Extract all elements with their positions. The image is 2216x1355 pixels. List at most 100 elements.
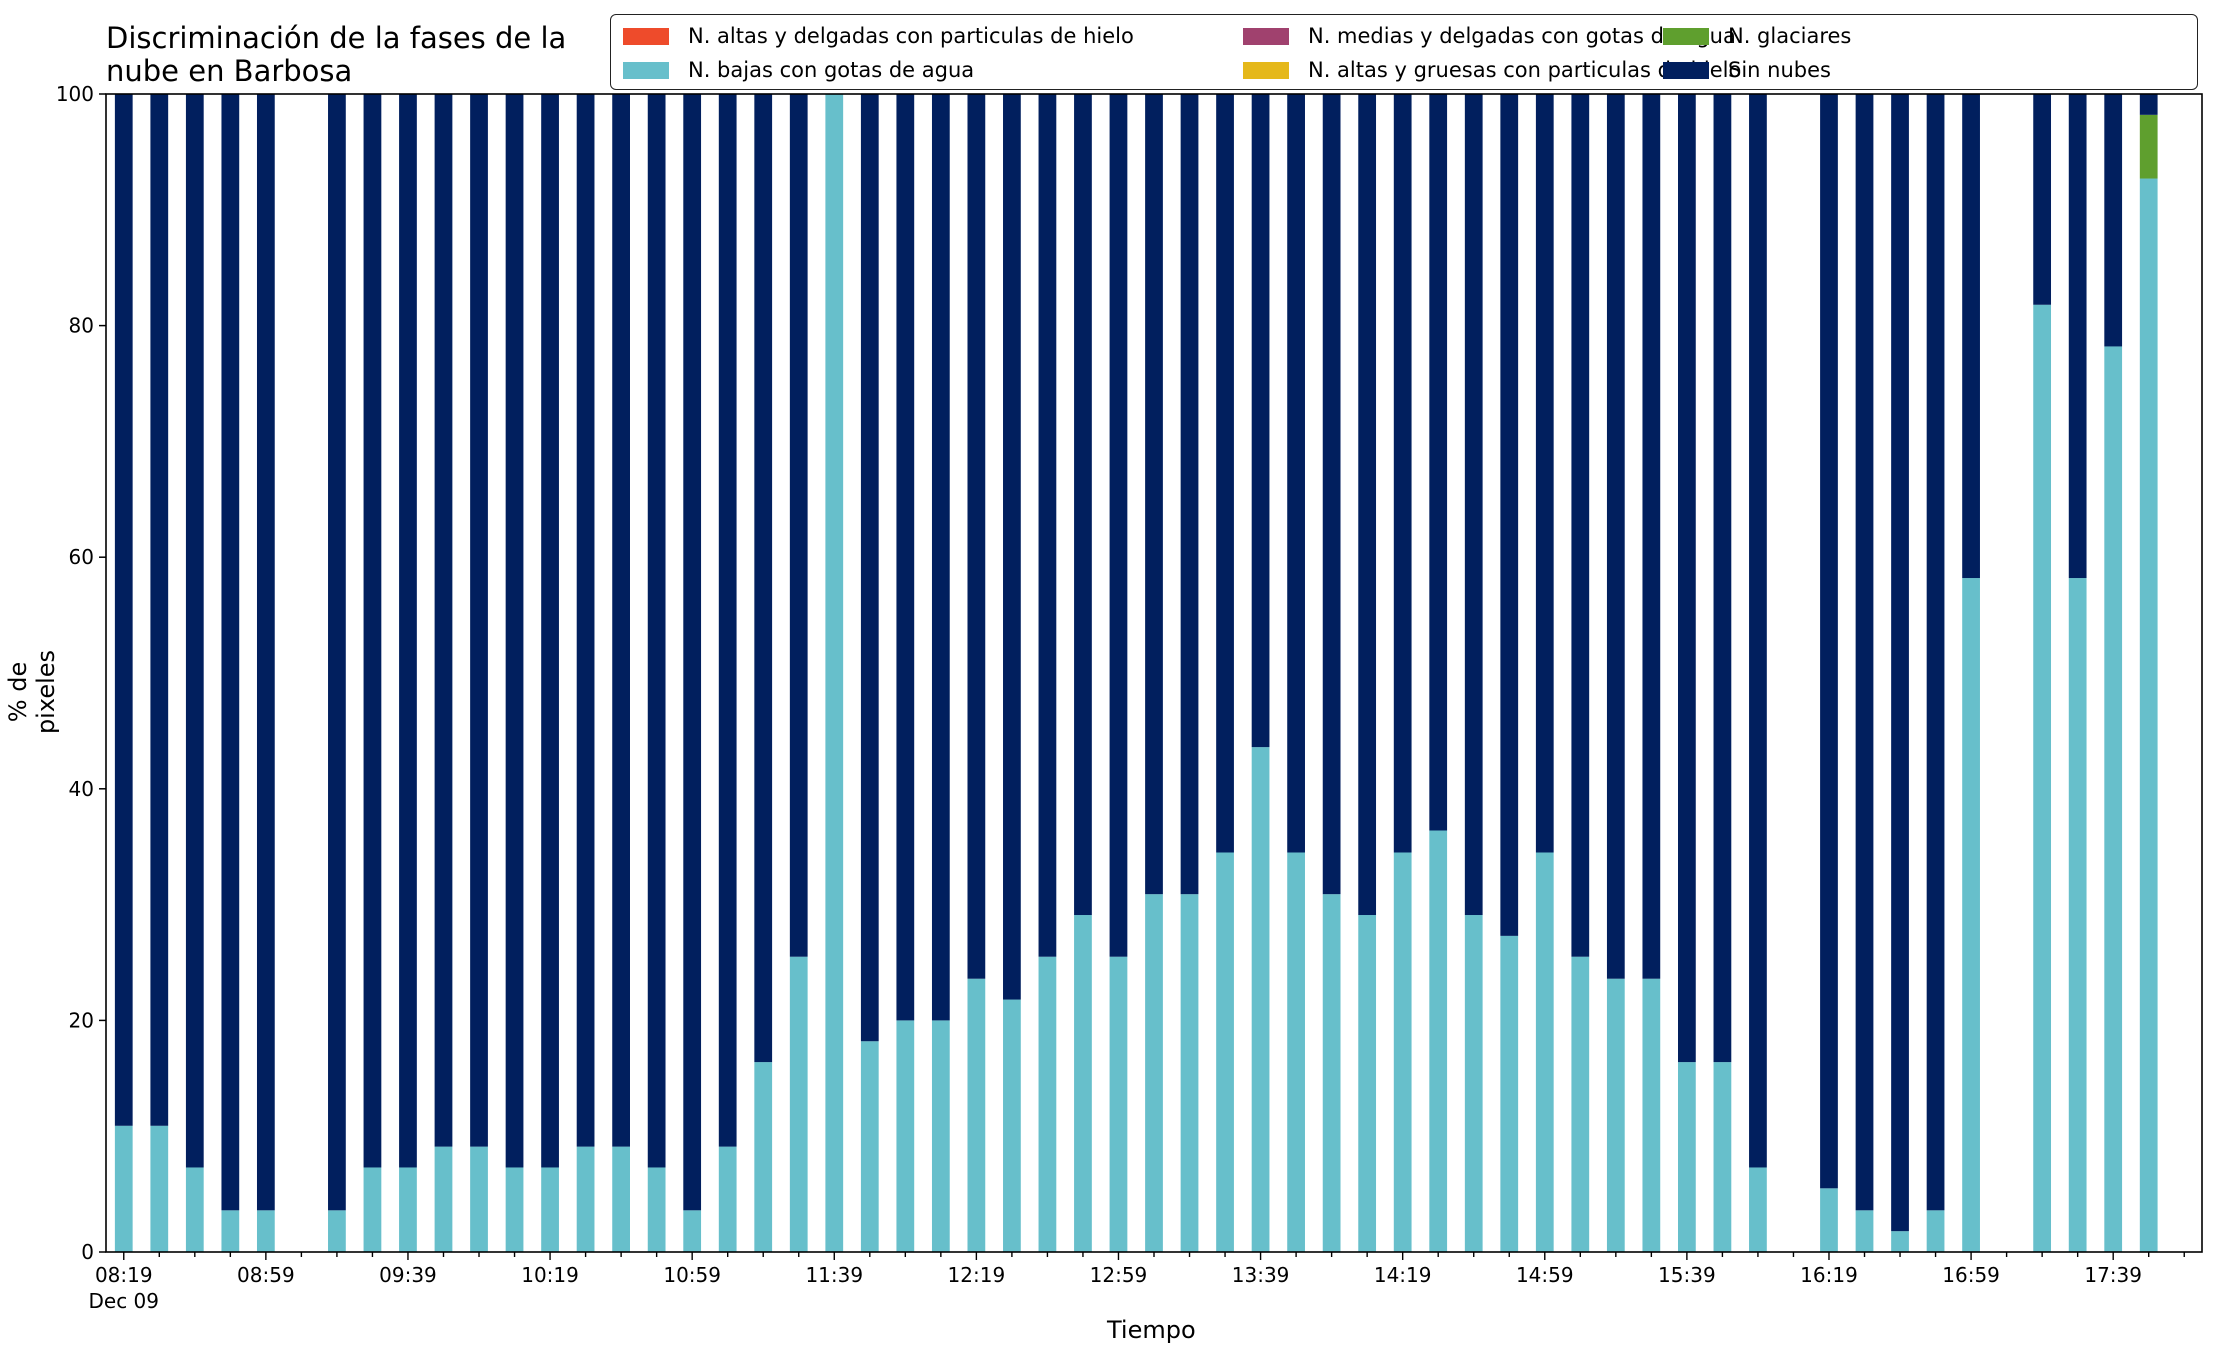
bar-segment bbox=[2033, 94, 2052, 305]
bar-segment bbox=[647, 1167, 666, 1252]
x-tick-label: 17:39 bbox=[2084, 1263, 2142, 1287]
y-tick-label: 80 bbox=[69, 314, 94, 338]
bar-segment bbox=[612, 1146, 630, 1252]
bar-segment bbox=[789, 956, 808, 1252]
bar-segment bbox=[1180, 894, 1199, 1252]
bar-segment bbox=[1180, 94, 1199, 895]
bar-segment bbox=[185, 1167, 204, 1252]
bar-segment bbox=[185, 94, 204, 1168]
x-tick-label: 13:39 bbox=[1232, 1263, 1290, 1287]
bar-segment bbox=[1038, 956, 1057, 1252]
legend-label: N. glaciares bbox=[1728, 24, 1852, 48]
bar-segment bbox=[718, 1146, 737, 1252]
bar-segment bbox=[896, 1020, 915, 1252]
bar-segment bbox=[434, 1146, 453, 1252]
legend-swatch bbox=[1243, 28, 1289, 45]
chart-title-line-2: nube en Barbosa bbox=[106, 54, 353, 88]
bar-segment bbox=[967, 94, 986, 979]
bar-segment bbox=[896, 94, 915, 1021]
legend-swatch bbox=[623, 28, 669, 45]
x-tick-sublabel: Dec 09 bbox=[89, 1289, 160, 1313]
bar-segment bbox=[1109, 956, 1128, 1252]
x-tick-label: 10:59 bbox=[663, 1263, 721, 1287]
bar-segment bbox=[399, 94, 417, 1168]
bar-segment bbox=[860, 94, 879, 1042]
bar-segment bbox=[399, 1167, 417, 1252]
bar-segment bbox=[931, 1020, 950, 1252]
x-tick-label: 11:39 bbox=[805, 1263, 863, 1287]
legend-swatch bbox=[1243, 62, 1289, 79]
x-tick-label: 12:19 bbox=[948, 1263, 1006, 1287]
bar-segment bbox=[1038, 94, 1057, 957]
bar-segment bbox=[1145, 94, 1163, 895]
bar-segment bbox=[1287, 852, 1305, 1252]
y-tick-label: 20 bbox=[69, 1008, 94, 1032]
y-tick-label: 40 bbox=[69, 777, 94, 801]
bar-segment bbox=[221, 1210, 240, 1252]
x-tick-label: 16:59 bbox=[1942, 1263, 2000, 1287]
bar-segment bbox=[1216, 94, 1234, 853]
legend-swatch bbox=[623, 62, 669, 79]
bar-segment bbox=[2139, 114, 2158, 179]
bar-segment bbox=[1749, 1167, 1767, 1252]
bar-segment bbox=[1535, 852, 1554, 1252]
bar-segment bbox=[576, 1146, 595, 1252]
bar-segment bbox=[1109, 94, 1128, 957]
bar-segment bbox=[505, 1167, 524, 1252]
bar-segment bbox=[114, 94, 133, 1126]
bar-segment bbox=[1500, 94, 1519, 936]
bar-segment bbox=[2139, 94, 2158, 115]
bar-segment bbox=[1003, 94, 1021, 1000]
y-axis-label: % de pixeles bbox=[4, 649, 60, 735]
bar-segment bbox=[1074, 94, 1092, 916]
bar-segment bbox=[2068, 578, 2087, 1252]
bar-segment bbox=[1571, 94, 1590, 957]
bar-segment bbox=[114, 1125, 133, 1252]
y-tick-label: 60 bbox=[69, 545, 94, 569]
bar-segment bbox=[1678, 1062, 1696, 1252]
bar-segment bbox=[505, 94, 524, 1168]
bar-segment bbox=[2033, 304, 2052, 1252]
bar-segment bbox=[1500, 935, 1519, 1252]
bar-segment bbox=[470, 94, 488, 1147]
legend-label: N. bajas con gotas de agua bbox=[688, 58, 975, 82]
bar-segment bbox=[1358, 915, 1377, 1252]
bar-segment bbox=[1713, 94, 1732, 1063]
x-tick-label: 12:59 bbox=[1090, 1263, 1148, 1287]
chart-title-line-1: Discriminación de la fases de la bbox=[106, 21, 567, 55]
bar-segment bbox=[1535, 94, 1554, 853]
x-tick-label: 08:59 bbox=[237, 1263, 295, 1287]
bar-segment bbox=[1003, 999, 1021, 1252]
bar-segment bbox=[1145, 894, 1163, 1252]
bar-segment bbox=[825, 94, 844, 1252]
bar-segment bbox=[1642, 978, 1661, 1252]
bar-segment bbox=[541, 1167, 559, 1252]
bar-segment bbox=[2104, 346, 2123, 1252]
bar-segment bbox=[1962, 94, 1980, 579]
bar-segment bbox=[1358, 94, 1377, 916]
bar-segment bbox=[1429, 830, 1448, 1252]
bar-segment bbox=[1855, 94, 1874, 1211]
x-tick-label: 14:19 bbox=[1374, 1263, 1432, 1287]
bar-segment bbox=[1642, 94, 1661, 979]
bar-segment bbox=[256, 94, 275, 1211]
y-tick-label: 0 bbox=[81, 1240, 94, 1264]
bar-segment bbox=[328, 1210, 346, 1252]
y-tick-label: 100 bbox=[56, 82, 94, 106]
bar-segment bbox=[363, 94, 382, 1168]
legend-swatch bbox=[1663, 62, 1709, 79]
bar-segment bbox=[1287, 94, 1305, 853]
bar-segment bbox=[612, 94, 630, 1147]
bar-segment bbox=[1251, 747, 1270, 1252]
bar-segment bbox=[1074, 915, 1092, 1252]
bar-segment bbox=[789, 94, 808, 957]
bar-segment bbox=[860, 1041, 879, 1252]
x-tick-label: 10:19 bbox=[521, 1263, 579, 1287]
bar-segment bbox=[754, 1062, 773, 1252]
bar-segment bbox=[1891, 94, 1909, 1232]
bar-segment bbox=[683, 94, 702, 1211]
x-tick-label: 08:19 bbox=[95, 1263, 153, 1287]
bar-segment bbox=[1322, 94, 1341, 895]
bar-segment bbox=[718, 94, 737, 1147]
